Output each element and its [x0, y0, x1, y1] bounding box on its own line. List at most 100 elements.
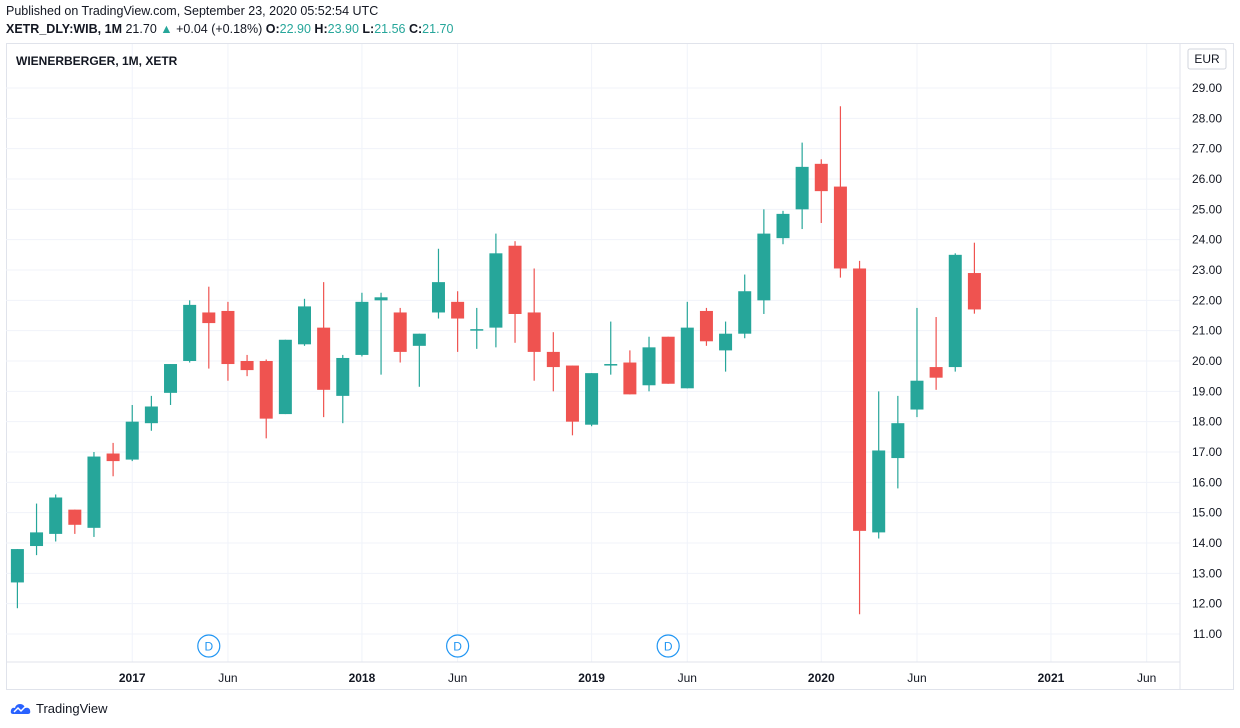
candle[interactable] — [833, 106, 847, 278]
high-value: 23.90 — [327, 22, 359, 36]
candle[interactable] — [489, 233, 503, 348]
currency-badge[interactable]: EUR — [1187, 48, 1227, 70]
dividend-label: D — [453, 640, 462, 654]
candle[interactable] — [699, 307, 713, 346]
dividend-label: D — [664, 640, 673, 654]
candle[interactable] — [967, 242, 981, 314]
y-tick-label: 22.00 — [1192, 293, 1222, 307]
close-value: 21.70 — [422, 22, 454, 36]
candle-body — [451, 301, 465, 319]
candle-body — [814, 163, 828, 192]
candle-body — [872, 450, 886, 533]
candle-body — [374, 297, 388, 301]
candle[interactable] — [719, 321, 733, 372]
candle-body — [125, 421, 139, 460]
candle[interactable] — [278, 339, 292, 415]
candle[interactable] — [661, 336, 675, 384]
candle[interactable] — [795, 142, 809, 230]
dividend-marker[interactable]: D — [656, 634, 680, 658]
candle[interactable] — [412, 333, 426, 387]
candle[interactable] — [642, 336, 656, 392]
published-line: Published on TradingView.com, September … — [6, 4, 379, 18]
candle[interactable] — [527, 268, 541, 381]
x-tick-label: 2020 — [808, 671, 835, 685]
candle[interactable] — [183, 300, 197, 363]
y-tick-label: 27.00 — [1192, 142, 1222, 156]
y-tick-label: 13.00 — [1192, 566, 1222, 580]
candle-body — [853, 268, 867, 531]
candle[interactable] — [546, 332, 560, 392]
dividend-marker[interactable]: D — [446, 634, 470, 658]
candle[interactable] — [623, 350, 637, 395]
candle[interactable] — [355, 292, 369, 357]
candle-body — [795, 166, 809, 210]
candle[interactable] — [776, 210, 790, 245]
candle[interactable] — [431, 248, 445, 319]
candle[interactable] — [393, 307, 407, 363]
candle-body — [30, 532, 44, 547]
y-tick-label: 26.00 — [1192, 172, 1222, 186]
candle[interactable] — [374, 292, 388, 375]
candle-body — [910, 380, 924, 410]
candle-body — [833, 186, 847, 269]
chart-title: WIENERBERGER, 1M, XETR — [16, 54, 178, 68]
candle-body — [967, 273, 981, 310]
y-tick-label: 23.00 — [1192, 263, 1222, 277]
candle[interactable] — [853, 260, 867, 615]
candle[interactable] — [87, 452, 101, 537]
candle-body — [948, 254, 962, 368]
candle[interactable] — [508, 241, 522, 343]
candle-body — [527, 312, 541, 352]
candle[interactable] — [585, 373, 599, 427]
candle-body — [699, 310, 713, 342]
candle[interactable] — [604, 321, 618, 375]
currency-label: EUR — [1194, 52, 1220, 66]
candle[interactable] — [317, 282, 331, 418]
candle[interactable] — [929, 317, 943, 390]
candle-body — [738, 291, 752, 334]
brand-label: TradingView — [36, 701, 108, 716]
candle[interactable] — [144, 395, 158, 431]
candle[interactable] — [259, 359, 273, 439]
x-tick-label: 2021 — [1038, 671, 1065, 685]
candle[interactable] — [910, 307, 924, 418]
candle-body — [298, 306, 311, 345]
y-tick-label: 19.00 — [1192, 384, 1222, 398]
candle[interactable] — [872, 391, 886, 539]
x-tick-label: Jun — [218, 671, 237, 685]
candle[interactable] — [565, 365, 579, 436]
candle[interactable] — [125, 404, 139, 462]
candle[interactable] — [240, 354, 254, 377]
candle[interactable] — [336, 354, 350, 424]
dividend-marker[interactable]: D — [197, 634, 221, 658]
candle[interactable] — [948, 253, 962, 372]
x-tick-label: Jun — [907, 671, 926, 685]
candle[interactable] — [451, 291, 465, 352]
candle[interactable] — [106, 442, 120, 477]
candle[interactable] — [49, 494, 63, 542]
candle[interactable] — [164, 364, 178, 405]
candle[interactable] — [68, 509, 82, 534]
candle[interactable] — [221, 301, 235, 381]
candle[interactable] — [470, 307, 484, 349]
candle[interactable] — [680, 301, 694, 389]
candle[interactable] — [738, 274, 752, 339]
candle-body — [259, 361, 273, 419]
close-label: C: — [408, 22, 423, 36]
candle-body — [891, 423, 905, 459]
candle[interactable] — [202, 286, 216, 369]
candle-body — [757, 233, 771, 301]
y-tick-label: 12.00 — [1192, 597, 1222, 611]
y-tick-label: 21.00 — [1192, 324, 1222, 338]
y-tick-label: 25.00 — [1192, 202, 1222, 216]
price-axis-labels: 11.00 12.00 13.00 14.00 15.00 16.00 17.00 18.00… — [1192, 81, 1222, 641]
tradingview-logo[interactable]: TradingView — [10, 701, 108, 716]
candle[interactable] — [10, 549, 24, 609]
candle[interactable] — [30, 503, 44, 556]
candle[interactable] — [298, 298, 311, 346]
candle[interactable] — [757, 209, 771, 314]
candle[interactable] — [891, 395, 905, 489]
symbol-label: XETR_DLY:WIB, 1M — [6, 22, 122, 36]
candle[interactable] — [814, 159, 828, 223]
